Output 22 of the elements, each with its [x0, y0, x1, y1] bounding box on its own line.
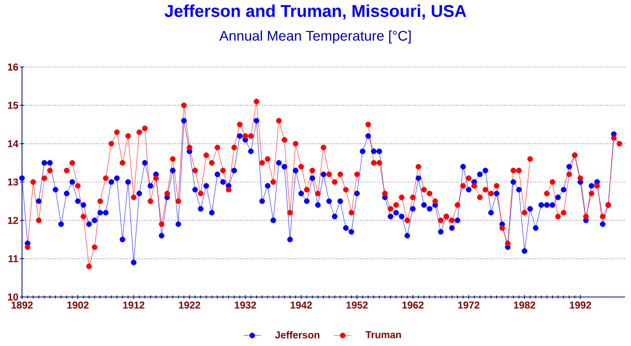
y-tick-label: 16 [8, 63, 18, 71]
x-tick-label: 1912 [123, 302, 144, 309]
y-tick-label: 12 [8, 216, 18, 224]
x-tick-label: 1992 [570, 302, 592, 309]
y-tick-label: 14 [8, 140, 18, 148]
chart-subtitle: Annual Mean Temperature [°C] [219, 30, 411, 44]
y-tick-label: 10 [8, 293, 18, 301]
legend-label: Truman [366, 331, 401, 338]
x-tick-label: 1942 [290, 302, 312, 309]
chart-title: Jefferson and Truman, Missouri, USA [164, 4, 466, 20]
x-tick-label: 1962 [402, 302, 424, 309]
x-tick-label: 1982 [514, 302, 536, 309]
y-tick-label: 13 [8, 178, 18, 186]
x-tick-label: 1892 [12, 302, 33, 309]
x-tick-label: 1952 [346, 302, 368, 309]
x-tick-label: 1922 [179, 302, 200, 309]
x-tick-label: 1932 [234, 302, 256, 309]
y-tick-label: 11 [8, 255, 18, 262]
legend-label: Jefferson [275, 331, 320, 338]
x-tick-label: 1902 [67, 302, 89, 309]
y-tick-label: 15 [8, 102, 18, 109]
x-tick-label: 1972 [458, 302, 480, 309]
